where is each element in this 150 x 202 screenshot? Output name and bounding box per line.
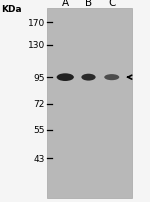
Text: B: B (85, 0, 92, 8)
Ellipse shape (104, 75, 119, 81)
Text: C: C (108, 0, 116, 8)
Text: 43: 43 (34, 154, 45, 163)
Text: 72: 72 (34, 100, 45, 108)
Bar (47, 9, 132, 198)
Text: 95: 95 (33, 73, 45, 82)
Text: 170: 170 (28, 19, 45, 28)
Ellipse shape (57, 74, 74, 82)
Ellipse shape (81, 74, 96, 81)
Text: KDa: KDa (2, 5, 22, 14)
Text: A: A (62, 0, 69, 8)
Text: 130: 130 (28, 41, 45, 50)
Text: 55: 55 (33, 126, 45, 135)
